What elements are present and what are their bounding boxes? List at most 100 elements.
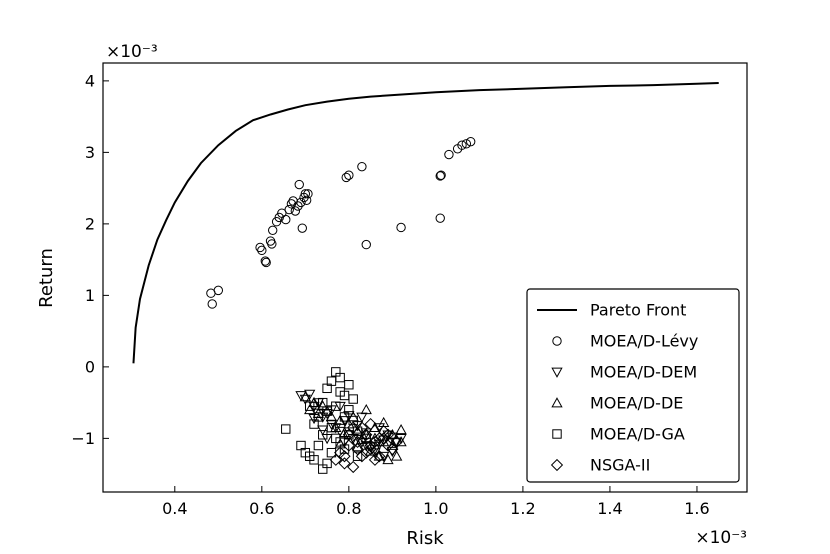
- point-nsga-ii: [377, 432, 390, 445]
- point-moea-d-ga: [339, 412, 350, 422]
- point-moea-d-levy: [268, 225, 278, 236]
- y-tick-label: 1: [85, 286, 95, 305]
- point-moea-d-dem: [351, 432, 364, 443]
- point-moea-d-levy: [396, 222, 406, 233]
- point-moea-d-de: [304, 403, 316, 415]
- y-tick-label: 0: [85, 357, 95, 376]
- legend-symbol-moea-d-dem: [551, 367, 563, 378]
- point-moea-d-levy: [288, 196, 298, 206]
- x-axis-multiplier: ×10⁻³: [695, 528, 747, 548]
- legend-label-nsga-ii: NSGA-II: [590, 456, 650, 475]
- point-moea-d-ga: [344, 380, 354, 390]
- point-moea-d-levy: [465, 136, 476, 147]
- point-moea-d-levy: [297, 223, 307, 233]
- legend-symbol-moea-d-levy: [552, 336, 562, 346]
- point-nsga-ii: [364, 442, 377, 456]
- y-axis-multiplier: ×10⁻³: [106, 42, 158, 62]
- point-nsga-ii: [347, 421, 360, 434]
- point-moea-d-de: [386, 428, 399, 440]
- legend-label-moead-de: MOEA/D-DE: [590, 394, 683, 413]
- point-moea-d-ga: [318, 430, 328, 440]
- point-moea-d-levy: [290, 206, 301, 216]
- point-moea-d-levy: [293, 201, 303, 211]
- legend-label-moead-levy: MOEA/D-Lévy: [590, 332, 698, 351]
- point-moea-d-de: [369, 432, 381, 443]
- point-moea-d-levy: [300, 189, 311, 199]
- point-nsga-ii: [377, 425, 390, 438]
- axis-ticks: 0.4 0.6 0.8 1.0 1.2 1.4 1.6 −1 0 1 2 3 4: [71, 71, 709, 518]
- point-moea-d-de: [360, 403, 372, 415]
- point-moea-d-levy: [207, 299, 217, 309]
- y-tick-label: 2: [85, 214, 95, 233]
- point-moea-d-levy: [303, 189, 313, 199]
- point-moea-d-levy: [344, 170, 354, 180]
- point-moea-d-ga: [335, 372, 345, 383]
- y-tick-label: −1: [71, 429, 95, 448]
- point-moea-d-levy: [261, 257, 271, 268]
- legend-symbol-moea-d-ga: [552, 429, 562, 439]
- y-axis-label: Return: [36, 248, 57, 308]
- point-nsga-ii: [338, 450, 351, 463]
- point-moea-d-ga: [352, 451, 363, 461]
- point-moea-d-levy: [296, 197, 306, 208]
- x-axis-label: Risk: [406, 528, 444, 549]
- point-moea-d-dem: [356, 412, 368, 423]
- point-moea-d-dem: [378, 451, 390, 463]
- point-moea-d-levy: [436, 170, 446, 180]
- point-moea-d-ga: [326, 422, 337, 433]
- legend: Pareto Front MOEA/D-Lévy MOEA/D-DEM MOEA…: [526, 288, 740, 483]
- point-nsga-ii: [342, 439, 355, 452]
- point-moea-d-de: [391, 450, 403, 461]
- point-moea-d-ga: [331, 401, 341, 411]
- legend-box: [526, 288, 740, 483]
- point-nsga-ii: [368, 453, 382, 466]
- point-moea-d-ga: [313, 408, 324, 419]
- point-moea-d-de: [325, 411, 338, 422]
- y-tick-label: 4: [85, 71, 95, 90]
- series-pareto-front: [132, 82, 719, 364]
- legend-label-moead-ga: MOEA/D-GA: [590, 425, 685, 444]
- point-moea-d-de: [299, 391, 311, 402]
- x-tick-label: 1.2: [510, 499, 535, 518]
- point-nsga-ii: [351, 435, 364, 449]
- point-moea-d-levy: [286, 199, 297, 209]
- point-moea-d-dem: [299, 394, 311, 405]
- point-moea-d-levy: [284, 204, 294, 215]
- point-moea-d-levy: [457, 140, 467, 150]
- point-moea-d-levy: [444, 149, 454, 160]
- point-nsga-ii: [364, 417, 377, 431]
- point-nsga-ii: [351, 442, 364, 456]
- point-moea-d-levy: [255, 242, 265, 253]
- point-moea-d-de: [334, 414, 346, 425]
- point-moea-d-levy: [301, 195, 312, 205]
- point-moea-d-de: [382, 453, 394, 465]
- plot-frame: [102, 62, 748, 493]
- point-moea-d-ga: [309, 455, 319, 465]
- point-nsga-ii: [386, 442, 399, 456]
- point-moea-d-ga: [344, 430, 354, 440]
- point-nsga-ii: [338, 457, 351, 470]
- point-moea-d-de: [395, 423, 407, 435]
- point-moea-d-levy: [341, 172, 351, 183]
- point-moea-d-levy: [281, 214, 291, 225]
- plot-area: [132, 82, 719, 474]
- point-nsga-ii: [373, 450, 386, 463]
- point-moea-d-levy: [357, 161, 367, 172]
- point-nsga-ii: [360, 446, 373, 459]
- y-tick-label: 3: [85, 143, 95, 162]
- pareto-front-line: [132, 82, 719, 364]
- point-moea-d-levy: [435, 213, 445, 223]
- legend-label-moead-dem: MOEA/D-DEM: [590, 363, 697, 382]
- x-tick-label: 1.0: [423, 499, 448, 518]
- x-tick-label: 0.6: [249, 499, 274, 518]
- point-nsga-ii: [347, 460, 360, 474]
- point-moea-d-ga: [281, 424, 291, 434]
- point-nsga-ii: [360, 428, 373, 441]
- point-moea-d-levy: [294, 179, 304, 190]
- series-moea-d-ga: [281, 367, 371, 474]
- point-moea-d-levy: [260, 256, 271, 266]
- point-moea-d-ga: [335, 387, 345, 397]
- series-moea-d-levy: [206, 136, 476, 309]
- legend-symbol-nsga-ii: [550, 458, 564, 472]
